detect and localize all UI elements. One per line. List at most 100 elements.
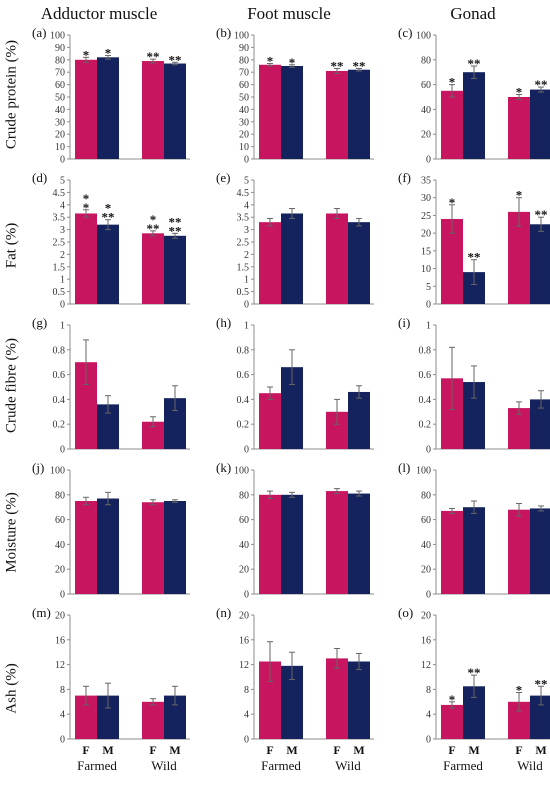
significance-star: **	[535, 207, 548, 222]
panel-label: (k)	[216, 460, 231, 475]
panel-label: (g)	[32, 315, 47, 330]
bar-male	[530, 224, 550, 304]
panel-label: (d)	[32, 170, 47, 185]
y-tick-label: 50	[55, 93, 65, 104]
y-tick-label: 0	[60, 155, 65, 166]
panel-label: (b)	[216, 25, 231, 40]
bar-female	[259, 494, 281, 594]
y-tick-label: 80	[55, 490, 65, 501]
bar-female	[441, 90, 463, 159]
bar-female	[75, 59, 97, 159]
bar-male	[97, 498, 119, 594]
y-tick-label: 4	[426, 710, 431, 721]
y-tick-label: 16	[55, 635, 65, 646]
y-tick-label: 0.5	[53, 287, 66, 298]
y-tick-label: 0	[60, 300, 65, 311]
bar-female	[259, 393, 281, 449]
y-tick-label: 40	[239, 105, 249, 116]
y-tick-label: 10	[239, 142, 249, 153]
y-tick-label: 0	[60, 445, 65, 456]
bar-female	[142, 701, 164, 739]
y-tick-label: 20	[239, 130, 249, 141]
y-tick-label: 4	[60, 710, 65, 721]
y-tick-label: 12	[239, 660, 249, 671]
y-tick-label: 60	[239, 515, 249, 526]
panel-label: (o)	[398, 605, 413, 620]
y-tick-label: 0.4	[237, 395, 250, 406]
bar-male	[463, 272, 485, 304]
bar-male	[463, 686, 485, 739]
y-tick-label: 1	[426, 321, 431, 332]
bar-female	[441, 218, 463, 304]
bar-female	[508, 408, 530, 449]
group-label: Wild	[517, 758, 543, 773]
y-tick-label: 3	[244, 225, 249, 236]
panel-label: (e)	[216, 170, 230, 185]
y-tick-label: 100	[234, 31, 249, 42]
y-tick-label: 0	[60, 735, 65, 746]
bar-male	[348, 661, 370, 739]
panel-label: (l)	[398, 460, 410, 475]
significance-star: *	[516, 188, 523, 203]
y-tick-label: 50	[239, 93, 249, 104]
y-tick-label: 60	[55, 515, 65, 526]
sex-label-male: M	[169, 743, 180, 757]
sex-label-female: F	[149, 743, 156, 757]
y-tick-label: 4.5	[53, 188, 66, 199]
y-tick-label: 15	[421, 246, 431, 257]
bar-female	[75, 501, 97, 594]
y-tick-label: 8	[426, 685, 431, 696]
y-tick-label: 80	[421, 490, 431, 501]
y-tick-label: 0	[426, 735, 431, 746]
y-tick-label: 0	[244, 735, 249, 746]
bar-male	[164, 235, 186, 304]
bar-female	[75, 695, 97, 739]
bar-male	[463, 382, 485, 449]
group-label: Farmed	[77, 758, 117, 773]
y-tick-label: 2.5	[53, 238, 66, 249]
y-tick-label: 30	[55, 117, 65, 128]
y-tick-label: 20	[421, 611, 431, 622]
sex-label-male: M	[286, 743, 297, 757]
significance-star: *	[449, 195, 456, 210]
y-tick-label: 0.6	[419, 370, 432, 381]
bar-male	[281, 665, 303, 739]
y-tick-label: 10	[55, 142, 65, 153]
bar-female	[259, 222, 281, 304]
y-tick-label: 8	[244, 685, 249, 696]
bar-female	[259, 64, 281, 159]
y-tick-label: 5	[60, 176, 65, 187]
bar-male	[281, 213, 303, 304]
y-tick-label: 0	[244, 445, 249, 456]
significance-star: **	[102, 210, 115, 225]
y-tick-label: 5	[244, 176, 249, 187]
bar-female	[326, 658, 348, 739]
bar-female	[508, 211, 530, 304]
bar-male	[530, 508, 550, 594]
y-tick-label: 40	[421, 105, 431, 116]
significance-star: *	[449, 692, 456, 707]
bar-male	[164, 695, 186, 739]
bar-male	[530, 89, 550, 159]
bar-female	[508, 701, 530, 739]
y-tick-label: 0	[244, 155, 249, 166]
significance-star: **	[468, 665, 481, 680]
y-tick-label: 60	[421, 80, 431, 91]
y-tick-label: 2	[60, 250, 65, 261]
y-tick-label: 3.5	[53, 213, 66, 224]
y-tick-label: 0	[426, 590, 431, 601]
significance-star: **	[169, 214, 182, 229]
y-tick-label: 0	[426, 155, 431, 166]
y-tick-label: 2	[244, 250, 249, 261]
y-tick-label: 100	[416, 31, 431, 42]
significance-star: **	[331, 58, 344, 73]
sex-label-female: F	[448, 743, 455, 757]
significance-star: *	[83, 200, 90, 215]
y-tick-label: 4	[244, 710, 249, 721]
significance-star: **	[535, 77, 548, 92]
significance-star: *	[516, 85, 523, 100]
y-tick-label: 90	[239, 43, 249, 54]
bar-female	[259, 661, 281, 739]
y-tick-label: 80	[55, 55, 65, 66]
y-tick-label: 20	[55, 130, 65, 141]
